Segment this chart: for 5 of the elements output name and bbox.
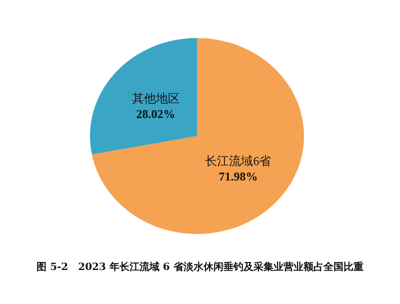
data-label: 71.98% bbox=[218, 169, 258, 184]
slice-label: 其他地区 bbox=[132, 91, 180, 106]
data-label: 28.02% bbox=[136, 106, 176, 121]
slice-label: 长江流域6省 bbox=[205, 154, 272, 168]
text: 图 5-2 2023 年长江流域 6 省淡水休闲垂钓及采集业营业额占全国比重 bbox=[36, 261, 364, 273]
